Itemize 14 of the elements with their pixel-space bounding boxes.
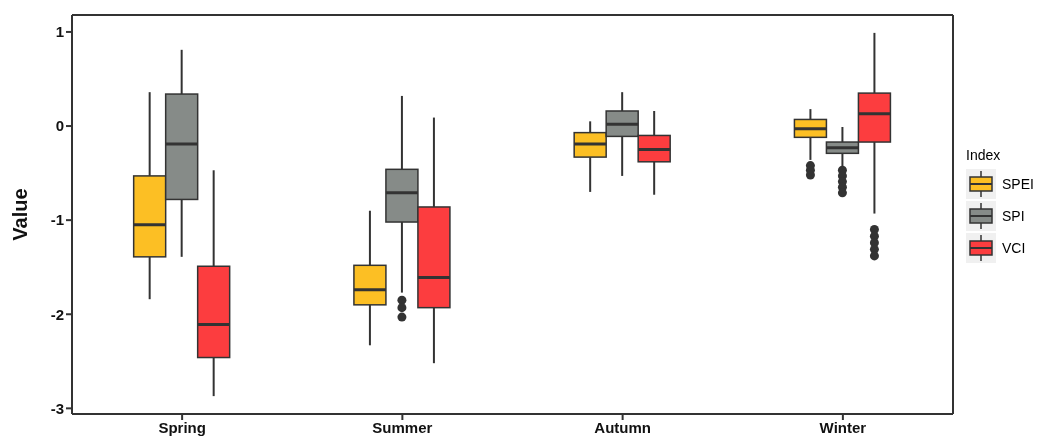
x-tick-label: Summer [372,418,433,436]
x-tick-label: Autumn [594,418,651,436]
y-axis-title: Value [9,188,32,241]
legend-label: SPI [1002,208,1025,224]
legend-label: SPEI [1002,176,1034,192]
y-tick-label: 0 [55,117,64,135]
legend-label: VCI [1002,240,1026,256]
legend-title: Index [966,147,1002,163]
y-tick-label: -1 [50,211,64,229]
x-tick-label: Spring [158,418,206,436]
y-tick-label: 1 [55,23,64,41]
y-tick-label: -2 [50,305,64,323]
y-tick-label: -3 [50,399,64,417]
x-tick-label: Winter [819,418,867,436]
